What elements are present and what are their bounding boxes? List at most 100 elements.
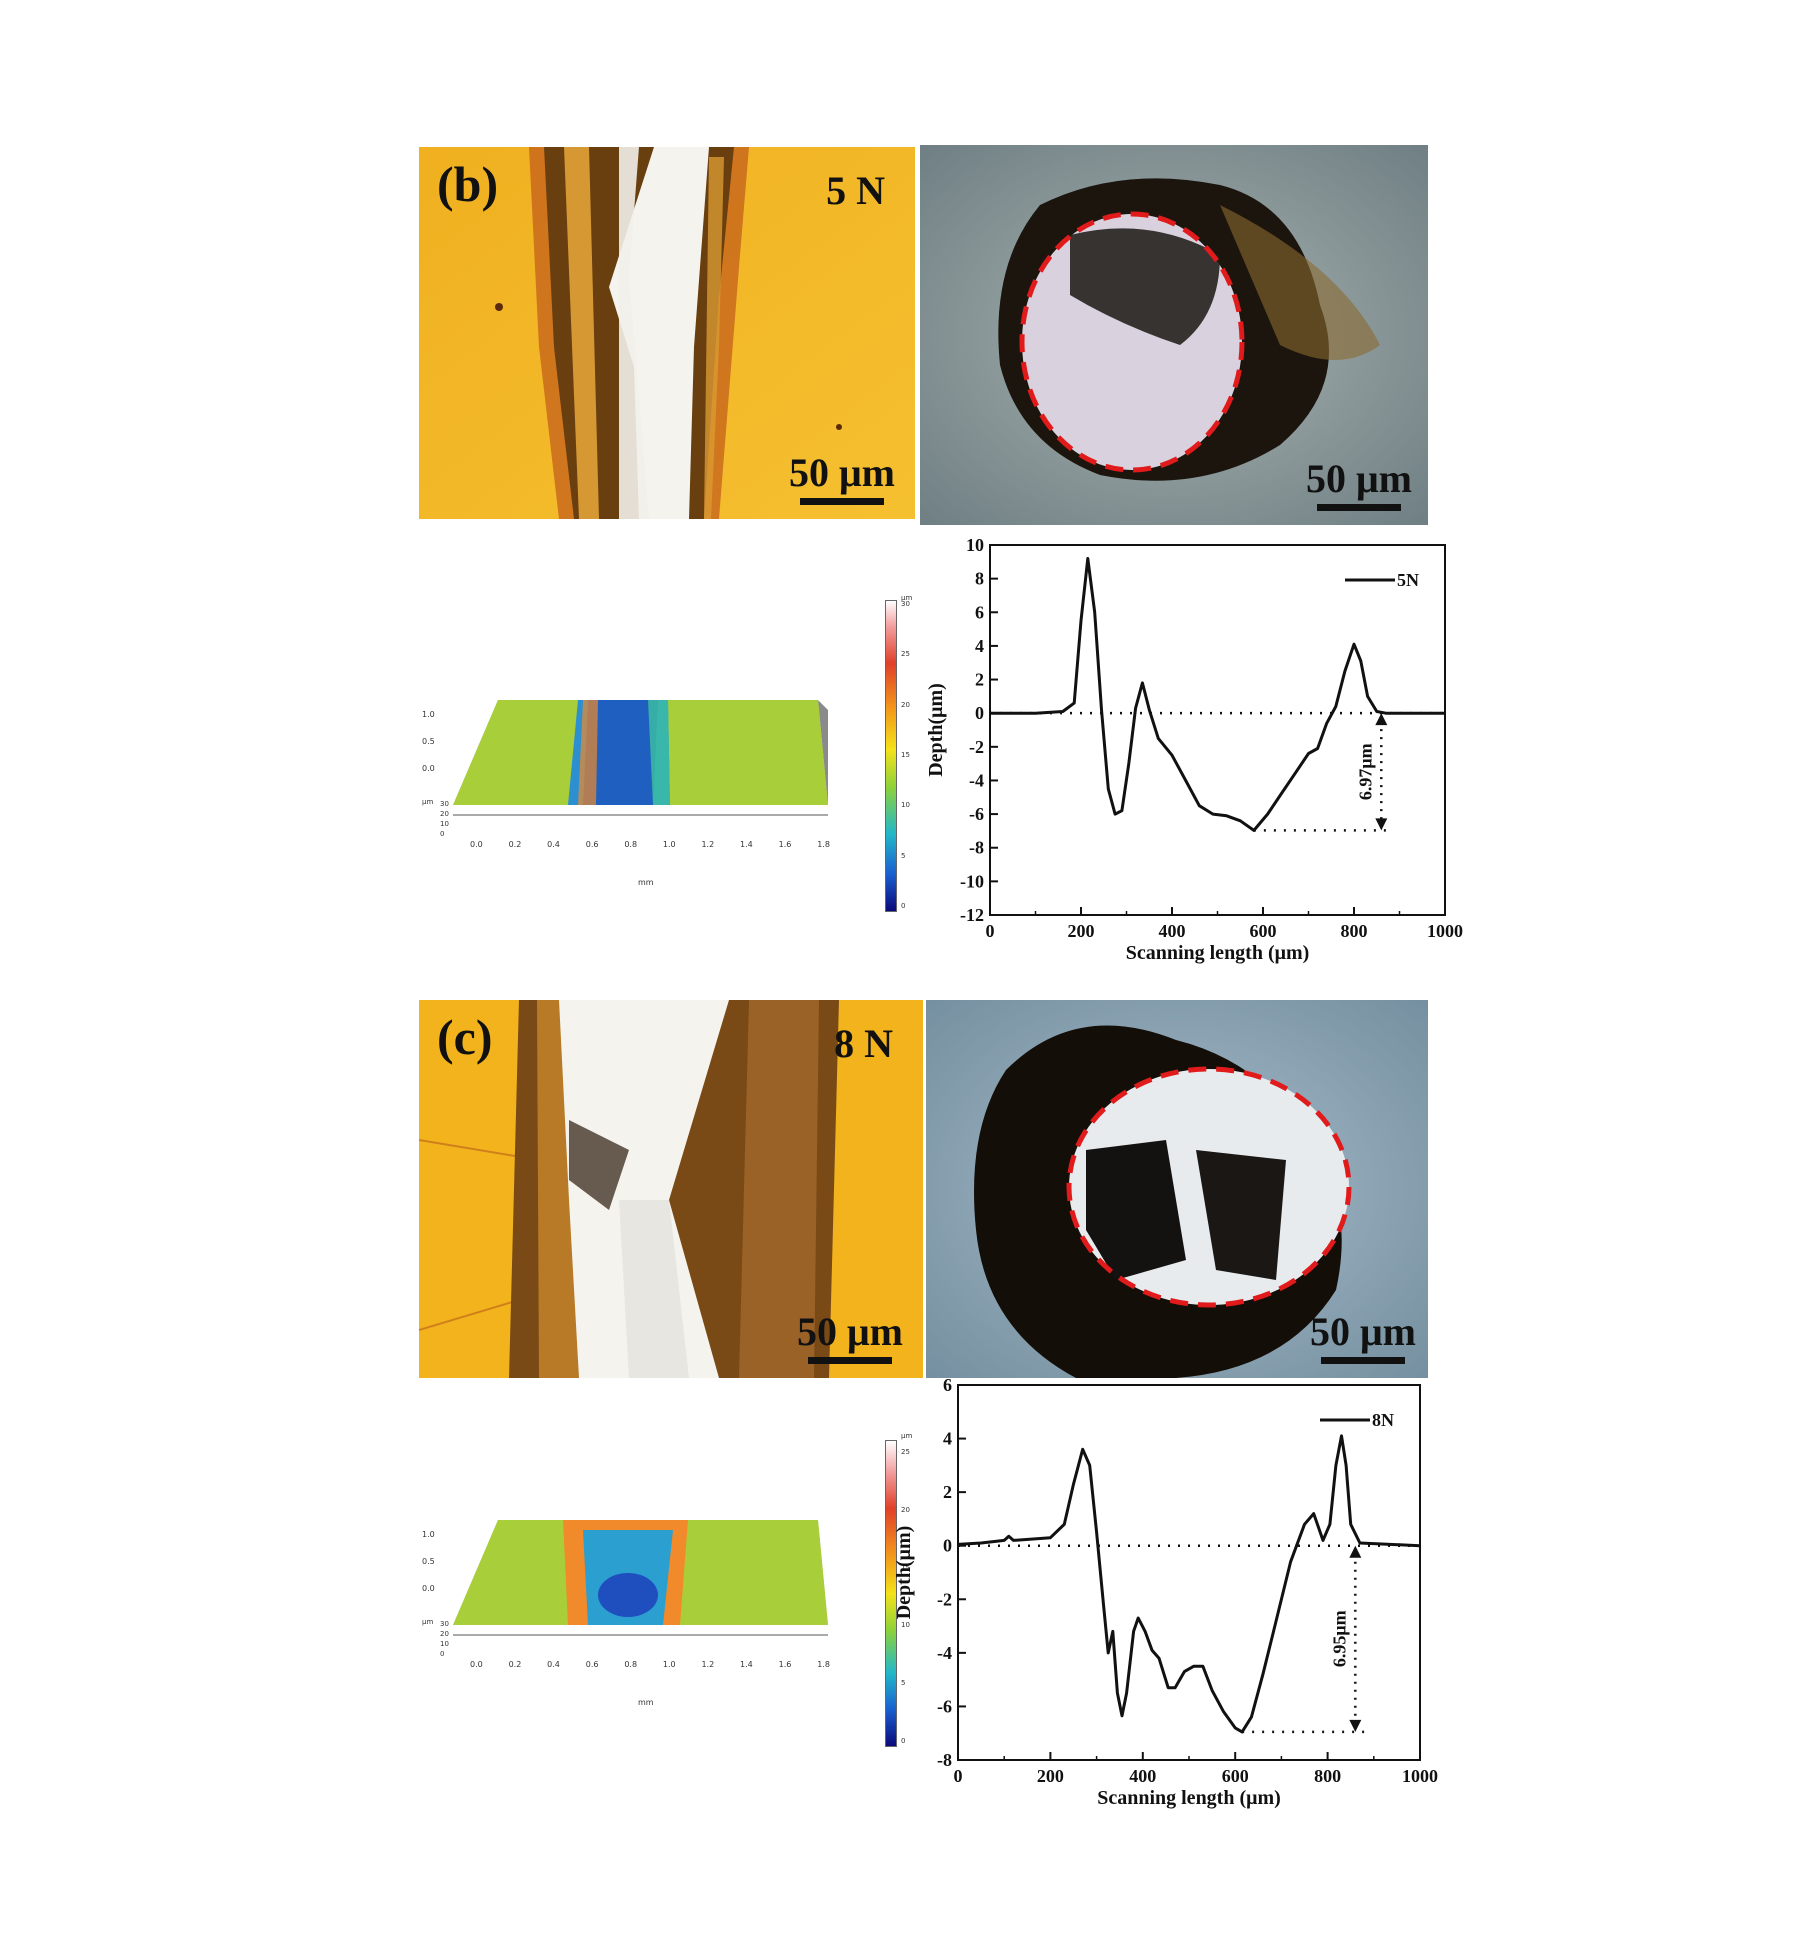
- colorbar-gradient: [885, 600, 897, 912]
- x-tick-label: 800: [1314, 1766, 1341, 1786]
- y-tick-label: 4: [943, 1429, 952, 1449]
- colorbar-tick: 5: [901, 1679, 906, 1688]
- topo-z-tick: 20: [440, 1630, 449, 1638]
- x-tick-label: 0: [986, 921, 995, 941]
- topo-z-unit: μm: [422, 1618, 434, 1626]
- topo-x-tick: 0.0: [470, 1660, 483, 1669]
- y-tick-label: 6: [943, 1375, 952, 1395]
- legend-label: 5N: [1397, 570, 1419, 590]
- colorbar-tick: 0: [901, 1736, 906, 1745]
- x-tick-label: 600: [1222, 1766, 1249, 1786]
- load-label: 5 N: [826, 168, 885, 213]
- x-tick-label: 200: [1037, 1766, 1064, 1786]
- topo-z-ticks: 30 20 10 0: [440, 1620, 449, 1658]
- y-tick-label: -6: [969, 804, 984, 824]
- y-tick-label: 8: [975, 569, 984, 589]
- arrow-head-down: [1349, 1719, 1362, 1732]
- colorbar-tick: 15: [901, 750, 910, 759]
- topo-z-ticks: 30 20 10 0: [440, 800, 449, 838]
- arrow-head-up: [1349, 1545, 1362, 1558]
- topo-x-tick: 0.6: [585, 840, 599, 849]
- topo-z-tick: 10: [440, 1640, 449, 1648]
- x-tick-label: 400: [1159, 921, 1186, 941]
- topo-y-tick: 1.0: [422, 710, 435, 719]
- topo-z-tick: 0: [440, 830, 445, 838]
- topo-x-tick: 0.8: [624, 840, 638, 849]
- x-tick-label: 1000: [1427, 921, 1463, 941]
- depth-profile-chart-c: 0 200 400 600 800 1000 6 4 2 0 -2 -4 -6 -8 Scanning le…: [893, 1375, 1450, 1815]
- y-tick-label: -2: [969, 737, 984, 757]
- colorbar-ticks: 30 25 20 15 10 5 0: [901, 600, 910, 910]
- colorbar-tick: 25: [901, 650, 910, 659]
- colorbar-tick: 30: [901, 600, 910, 608]
- scale-bar: 50 μm: [1310, 1308, 1416, 1364]
- x-tick-label: 600: [1250, 921, 1277, 941]
- x-tick-label: 1000: [1402, 1766, 1438, 1786]
- topo-x-tick: 0.4: [547, 1660, 560, 1669]
- colorbar-b: μm 30 25 20 15 10 5 0: [885, 594, 925, 920]
- scale-bar: 50 μm: [797, 1308, 903, 1364]
- colorbar-tick: 0: [901, 901, 906, 910]
- depth-annotation: 6.97μm: [1355, 743, 1375, 800]
- topo-x-tick: 1.2: [701, 840, 715, 849]
- scale-bar-line: [1317, 504, 1401, 511]
- ball-scar-micrograph-b: 50 μm: [920, 145, 1428, 525]
- scale-bar-label: 50 μm: [797, 1309, 903, 1354]
- topography-3d-b: 0.0 0.2 0.4 0.6 0.8 1.0 1.2 1.4 1.6 1.8 …: [418, 600, 878, 900]
- y-tick-label: 10: [966, 535, 984, 555]
- scale-bar-label: 50 μm: [1306, 456, 1412, 501]
- topo-y-tick: 1.0: [422, 1530, 435, 1539]
- y-tick-label: -8: [969, 838, 984, 858]
- scale-bar-line: [1321, 1357, 1405, 1364]
- topo-x-tick: 1.4: [740, 840, 753, 849]
- topo-x-unit: mm: [638, 1698, 654, 1707]
- topo-z-tick: 0: [440, 1650, 445, 1658]
- y-tick-label: 0: [943, 1536, 952, 1556]
- topo-z-unit: μm: [422, 798, 434, 806]
- y-tick-label: -2: [937, 1589, 952, 1609]
- topo-x-tick: 0.0: [470, 840, 483, 849]
- colorbar-unit: μm: [901, 594, 913, 602]
- y-axis-label: Depth(μm): [925, 683, 947, 777]
- y-tick-label: -4: [937, 1643, 952, 1663]
- y-tick-label: -6: [937, 1696, 952, 1716]
- scale-bar-label: 50 μm: [789, 450, 895, 495]
- depth-annotation: 6.95μm: [1329, 1610, 1349, 1667]
- y-tick-label: 4: [975, 636, 984, 656]
- scale-bar: 50 μm: [789, 449, 895, 505]
- topo-z-tick: 20: [440, 810, 449, 818]
- y-axis-label: Depth(μm): [893, 1526, 915, 1620]
- colorbar-ticks: 25 20 15 10 5 0: [901, 1448, 910, 1745]
- chart-svg: 0 200 400 600 800 1000 10 8 6 4 2 0 -2 -4 -6 -8 -10 -12 Sc…: [925, 535, 1463, 964]
- topo-z-tick: 10: [440, 820, 449, 828]
- x-tick-label: 200: [1068, 921, 1095, 941]
- topo-y-tick: 0.0: [422, 764, 435, 773]
- topo-x-tick: 1.6: [778, 1660, 792, 1669]
- scale-bar-line: [808, 1357, 892, 1364]
- panel-c: (c) 8 N 50 μm 50 μm: [0, 980, 1819, 1956]
- arrow-head-down: [1375, 818, 1388, 831]
- topo-x-tick: 1.0: [662, 840, 676, 849]
- wear-track-micrograph-c: (c) 8 N 50 μm: [419, 1000, 923, 1378]
- colorbar-tick: 10: [901, 1621, 910, 1630]
- topo-x-tick: 1.8: [817, 840, 830, 849]
- topo-x-tick: 0.4: [547, 840, 560, 849]
- colorbar-tick: 10: [901, 801, 910, 810]
- x-axis-label: Scanning length (μm): [1126, 942, 1310, 964]
- y-tick-label: -4: [969, 770, 984, 790]
- topo-x-tick: 1.8: [817, 1660, 830, 1669]
- y-tick-label: 2: [975, 670, 984, 690]
- topo-x-tick: 1.2: [701, 1660, 715, 1669]
- topo-z-tick: 30: [440, 800, 449, 808]
- load-label: 8 N: [834, 1021, 893, 1066]
- topo-y-tick: 0.0: [422, 1584, 435, 1593]
- plot-frame: [989, 544, 1446, 916]
- series-line: [990, 557, 1445, 832]
- scale-bar-label: 50 μm: [1310, 1309, 1416, 1354]
- colorbar-tick: 20: [901, 1505, 910, 1514]
- y-tick-label: 6: [975, 602, 984, 622]
- y-tick-label: 2: [943, 1482, 952, 1502]
- y-tick-label: -10: [960, 871, 984, 891]
- panel-b: (b) 5 N 50 μm 50 μm: [418, 145, 1463, 964]
